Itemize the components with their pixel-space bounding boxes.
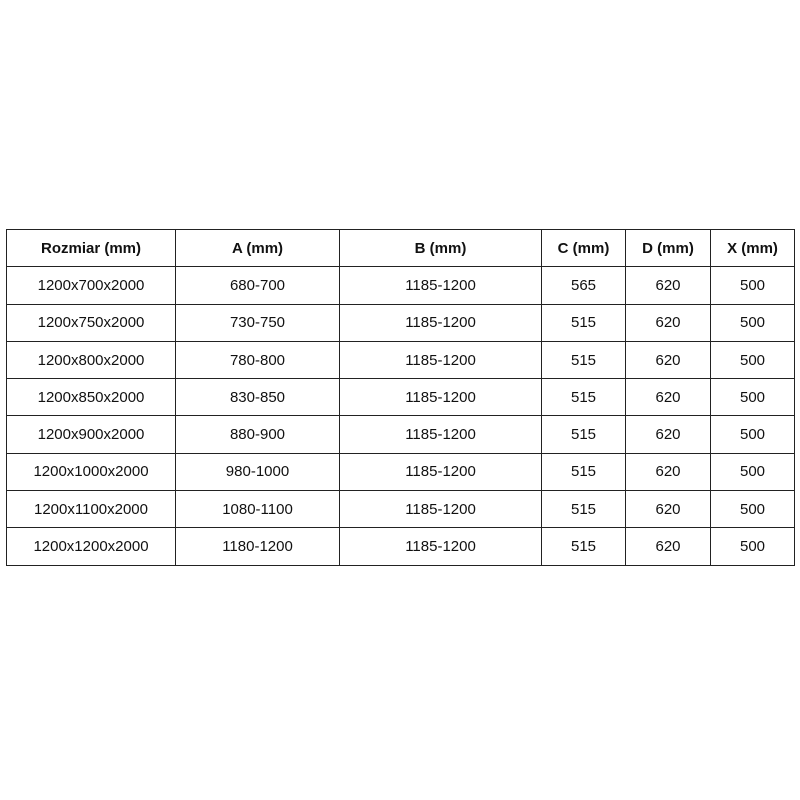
table-cell: 620 [625,452,711,492]
table-cell: 515 [541,452,626,492]
table-row: 1200x1100x2000 1080-1100 1185-1200 515 620 50… [6,490,795,529]
table-cell: 500 [710,303,795,342]
table-cell: 1185-1200 [339,415,542,454]
table-row: 1200x750x2000 730-750 1185-1200 515 620 500 [6,303,795,342]
table-cell: 1185-1200 [339,527,542,566]
table-cell: 500 [710,527,795,566]
table-row: 1200x900x2000 880-900 1185-1200 515 620 500 [6,415,795,454]
table-cell: 620 [625,527,711,566]
table-cell: 980-1000 [175,452,340,492]
column-header: A (mm) [175,228,340,268]
table-cell: 1185-1200 [339,266,542,305]
column-header: B (mm) [339,228,542,268]
table-cell: 515 [541,415,626,454]
table-cell: 1200x900x2000 [6,415,176,454]
table-cell: 500 [710,415,795,454]
table-cell: 515 [541,378,626,417]
table-header-row: Rozmiar (mm) A (mm) B (mm) C (mm) D (mm) X (m… [6,228,795,268]
table-cell: 1185-1200 [339,303,542,342]
dimensions-table: Rozmiar (mm) A (mm) B (mm) C (mm) D (mm) X (m… [6,228,795,566]
table-cell: 620 [625,340,711,380]
table-cell: 1185-1200 [339,452,542,492]
table-cell: 620 [625,303,711,342]
table-cell: 620 [625,490,711,529]
table-cell: 500 [710,266,795,305]
table-cell: 1200x750x2000 [6,303,176,342]
table-cell: 1200x850x2000 [6,378,176,417]
table-cell: 830-850 [175,378,340,417]
table-cell: 1180-1200 [175,527,340,566]
table-cell: 620 [625,415,711,454]
column-header: C (mm) [541,228,626,268]
column-header: Rozmiar (mm) [6,228,176,268]
table-cell: 1200x700x2000 [6,266,176,305]
table-cell: 680-700 [175,266,340,305]
table-cell: 880-900 [175,415,340,454]
table-row: 1200x1200x2000 1180-1200 1185-1200 515 620 50… [6,527,795,566]
table-cell: 500 [710,452,795,492]
table-cell: 1200x1100x2000 [6,490,176,529]
column-header: X (mm) [710,228,795,268]
table-cell: 1080-1100 [175,490,340,529]
table-cell: 500 [710,378,795,417]
table-cell: 515 [541,527,626,566]
table-row: 1200x700x2000 680-700 1185-1200 565 620 500 [6,266,795,305]
table-cell: 1200x1200x2000 [6,527,176,566]
table-cell: 515 [541,303,626,342]
table-cell: 620 [625,378,711,417]
table-cell: 1200x800x2000 [6,340,176,380]
column-header: D (mm) [625,228,711,268]
table-cell: 1185-1200 [339,490,542,529]
table-row: 1200x800x2000 780-800 1185-1200 515 620 500 [6,340,795,380]
table-cell: 620 [625,266,711,305]
table-cell: 1200x1000x2000 [6,452,176,492]
table-row: 1200x850x2000 830-850 1185-1200 515 620 500 [6,378,795,417]
table-cell: 515 [541,490,626,529]
table-cell: 730-750 [175,303,340,342]
table-cell: 1185-1200 [339,340,542,380]
table-cell: 780-800 [175,340,340,380]
table-cell: 500 [710,340,795,380]
table-cell: 515 [541,340,626,380]
table-cell: 500 [710,490,795,529]
table-cell: 565 [541,266,626,305]
table-cell: 1185-1200 [339,378,542,417]
table-row: 1200x1000x2000 980-1000 1185-1200 515 620 500 [6,452,795,492]
